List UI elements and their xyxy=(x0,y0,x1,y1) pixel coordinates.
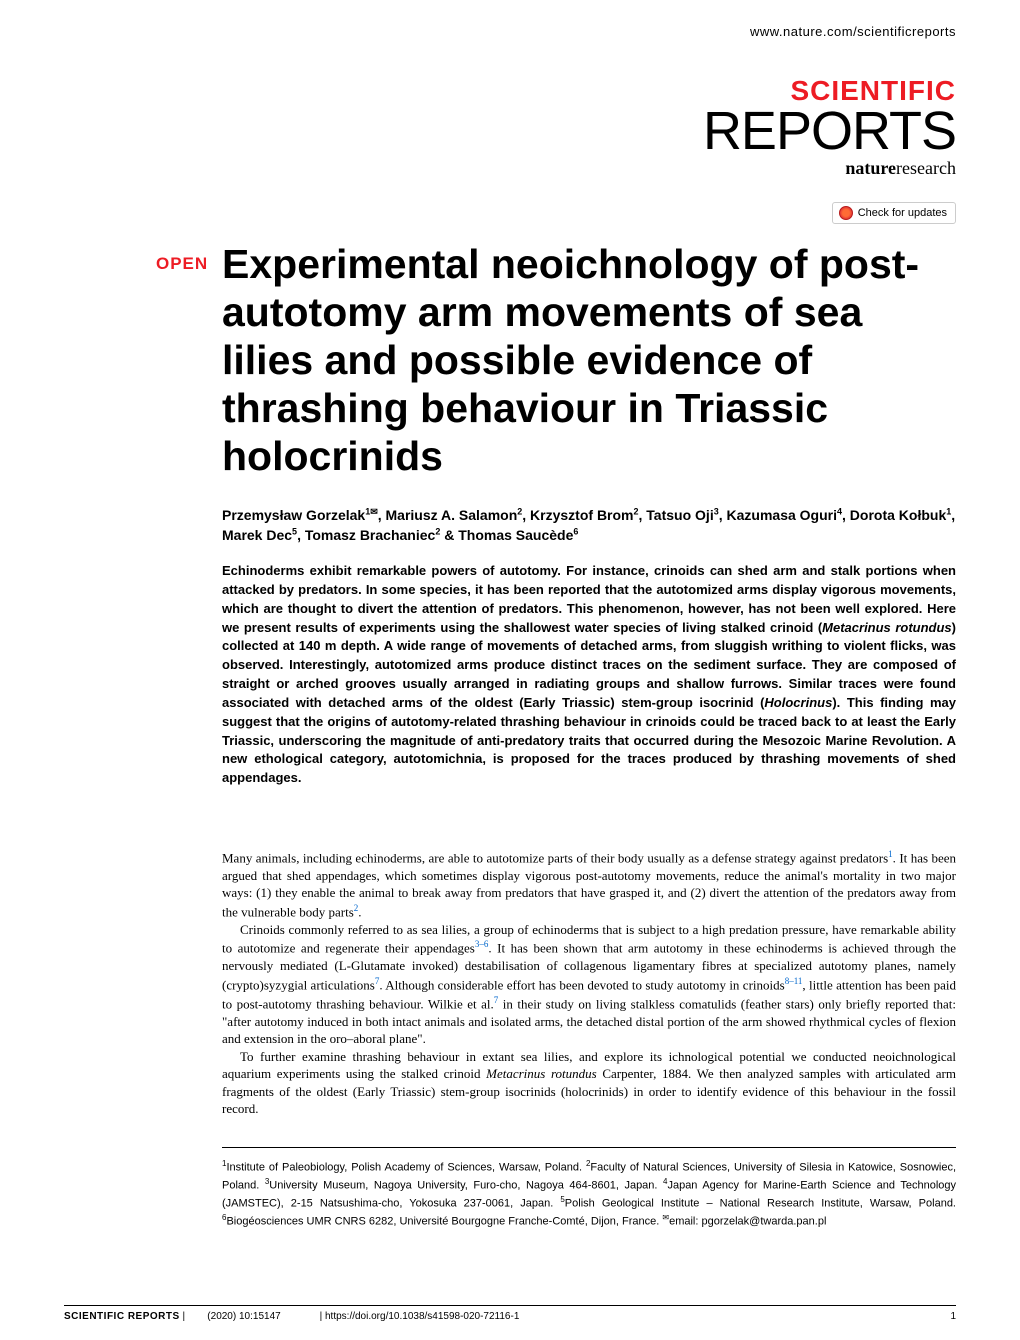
footer-year-vol: (2020) 10:15147 xyxy=(207,1311,280,1322)
research-word: research xyxy=(896,158,956,178)
check-updates-button[interactable]: Check for updates xyxy=(832,202,956,224)
journal-word-reports: REPORTS xyxy=(703,107,956,156)
nature-word: nature xyxy=(845,158,896,178)
journal-logo: SCIENTIFIC REPORTS natureresearch xyxy=(703,75,956,179)
footer-journal: SCIENTIFIC REPORTS xyxy=(64,1311,180,1322)
footer-citation: SCIENTIFIC REPORTS | (2020) 10:15147 | h… xyxy=(64,1311,519,1322)
body-text: Many animals, including echinoderms, are… xyxy=(222,848,956,1118)
page-footer: SCIENTIFIC REPORTS | (2020) 10:15147 | h… xyxy=(64,1305,956,1322)
check-updates-label: Check for updates xyxy=(858,207,947,219)
open-access-badge: OPEN xyxy=(156,254,208,274)
abstract: Echinoderms exhibit remarkable powers of… xyxy=(222,562,956,788)
header-url: www.nature.com/scientificreports xyxy=(750,24,956,39)
author-list: Przemysław Gorzelak1✉, Mariusz A. Salamo… xyxy=(222,505,956,546)
article-title: Experimental neoichnology of post-autoto… xyxy=(222,241,956,481)
footer-page-number: 1 xyxy=(950,1311,956,1322)
affiliations: 1Institute of Paleobiology, Polish Acade… xyxy=(222,1147,956,1231)
footer-doi: https://doi.org/10.1038/s41598-020-72116… xyxy=(325,1311,519,1322)
crossmark-icon xyxy=(839,206,853,220)
